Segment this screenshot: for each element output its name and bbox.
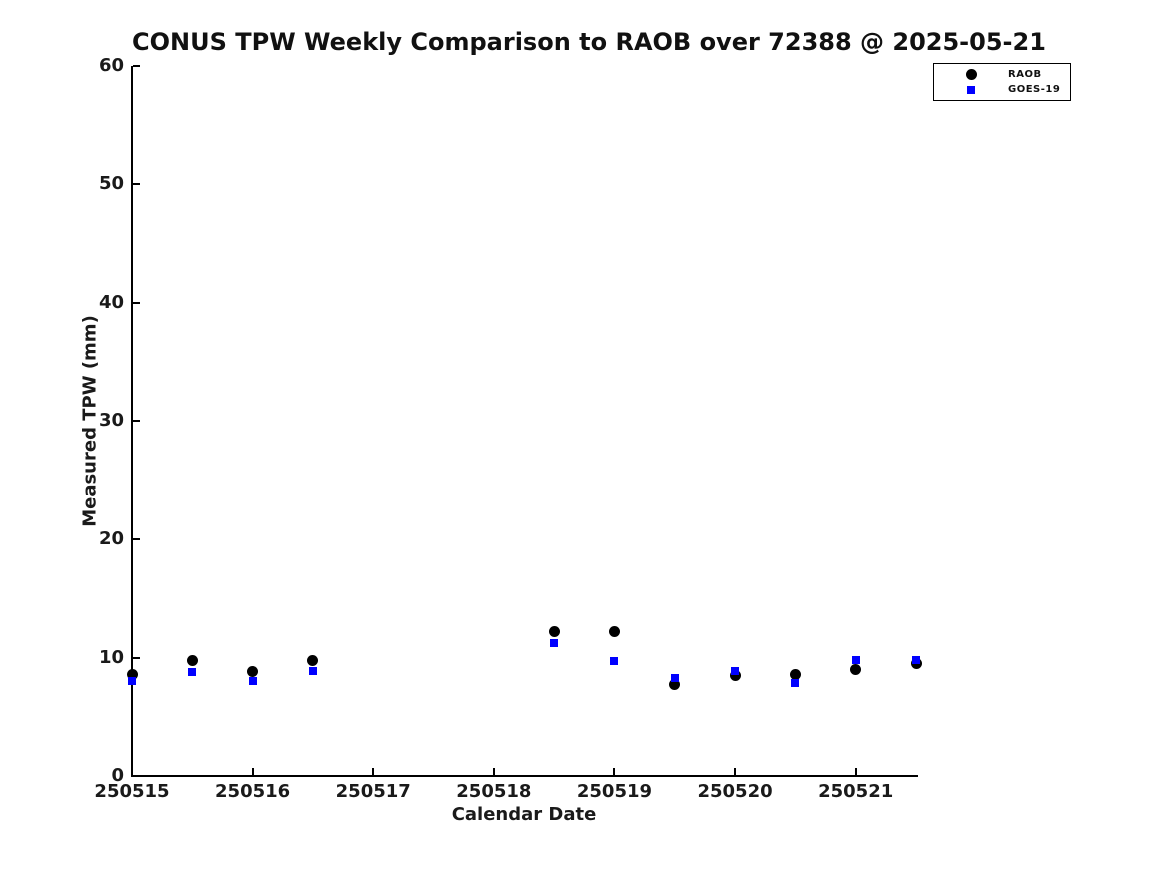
data-point-goes-19 — [188, 667, 197, 676]
x-tick-label: 250518 — [456, 781, 532, 802]
y-tick-label: 60 — [98, 55, 124, 76]
data-point-raob — [307, 654, 319, 666]
data-point-goes-19 — [248, 677, 257, 686]
x-tick-label: 250520 — [697, 781, 773, 802]
data-point-goes-19 — [731, 666, 740, 675]
y-tick — [133, 183, 140, 186]
data-point-goes-19 — [550, 639, 559, 648]
x-tick — [131, 768, 133, 775]
data-point-goes-19 — [851, 656, 860, 665]
y-tick-label: 20 — [98, 528, 124, 550]
legend-row-goes19: GOES-19 — [934, 84, 1070, 95]
y-tick — [133, 65, 140, 67]
y-tick — [133, 538, 140, 541]
legend-label-raob: RAOB — [1008, 68, 1042, 80]
y-tick-label: 30 — [98, 410, 124, 431]
data-point-goes-19 — [670, 673, 679, 682]
data-point-goes-19 — [128, 677, 136, 686]
y-axis-title-text: Measured TPW (mm) — [79, 315, 101, 527]
legend-row-raob: RAOB — [934, 68, 1070, 80]
y-tick-label: 10 — [98, 646, 124, 668]
data-point-goes-19 — [308, 666, 317, 675]
x-tick-label: 250515 — [94, 781, 170, 802]
x-tick-label: 250519 — [576, 781, 653, 802]
y-axis-line — [131, 66, 133, 777]
goes19-square-marker-icon — [967, 85, 975, 94]
x-axis-title: Calendar Date — [451, 804, 597, 825]
y-tick-label: 50 — [98, 173, 124, 195]
data-point-raob — [850, 664, 862, 675]
data-point-goes-19 — [912, 656, 920, 665]
x-tick — [854, 768, 857, 775]
x-tick-label: 250516 — [215, 781, 291, 802]
x-tick — [734, 768, 737, 775]
legend-label-goes19: GOES-19 — [1008, 84, 1061, 96]
data-point-raob — [789, 668, 801, 680]
x-tick-label: 250521 — [818, 781, 894, 802]
x-tick — [372, 768, 375, 775]
data-point-raob — [669, 679, 681, 691]
data-point-raob — [608, 626, 620, 638]
data-point-goes-19 — [791, 678, 800, 687]
legend-marker-cell — [934, 85, 1008, 94]
data-point-raob — [729, 669, 741, 681]
y-tick-label: 40 — [98, 291, 124, 313]
y-tick — [133, 775, 140, 777]
data-point-goes-19 — [610, 657, 619, 666]
x-axis-line — [131, 775, 918, 777]
x-tick — [251, 768, 254, 775]
data-point-raob — [548, 626, 560, 638]
x-tick — [492, 768, 495, 775]
data-point-raob — [186, 654, 198, 666]
y-tick — [133, 301, 140, 304]
x-tick — [613, 768, 616, 775]
legend: RAOB GOES-19 — [933, 63, 1071, 101]
legend-marker-cell — [934, 68, 1008, 80]
data-point-raob — [247, 666, 259, 678]
raob-circle-marker-icon — [965, 68, 977, 80]
y-tick-label: 0 — [111, 765, 124, 786]
y-tick — [133, 656, 140, 659]
chart-title: CONUS TPW Weekly Comparison to RAOB over… — [132, 28, 1046, 56]
data-point-raob — [126, 668, 138, 680]
x-tick-label: 250517 — [335, 781, 411, 802]
y-tick — [133, 420, 140, 422]
